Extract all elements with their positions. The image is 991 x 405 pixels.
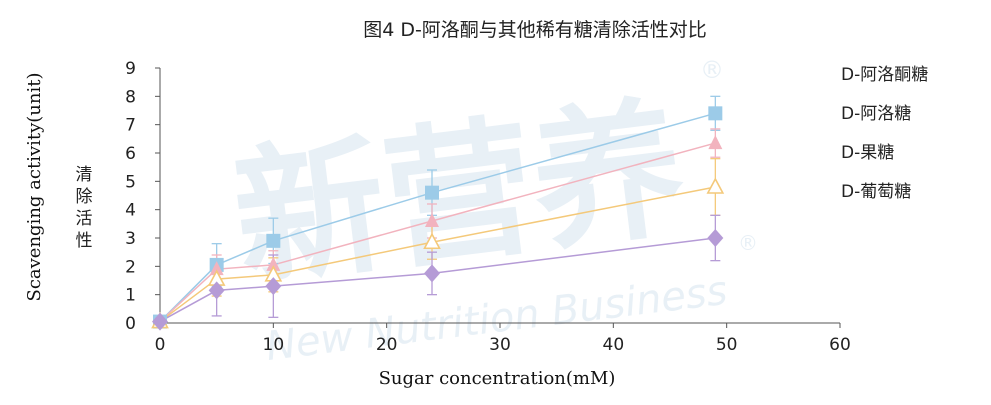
y-tick-label: 6 xyxy=(125,144,136,164)
x-tick-label: 40 xyxy=(603,335,625,355)
x-tick-label: 50 xyxy=(716,335,738,355)
y-tick-label: 2 xyxy=(125,257,136,277)
data-point xyxy=(209,261,224,276)
legend-entry: D-阿洛酮糖 xyxy=(841,65,928,85)
data-point xyxy=(708,106,723,121)
y-axis-chinese-char: 活 xyxy=(76,209,93,229)
x-tick-label: 30 xyxy=(489,335,511,355)
data-point xyxy=(423,232,441,250)
y-tick-label: 8 xyxy=(125,87,136,107)
chart-title: 图4 D-阿洛酮与其他稀有糖清除活性对比 xyxy=(363,19,707,41)
y-tick-label: 9 xyxy=(125,59,136,79)
data-point xyxy=(266,256,281,271)
data-point xyxy=(265,277,282,296)
legend-entry: D-果糖 xyxy=(841,143,894,163)
y-axis-chinese-char: 除 xyxy=(76,187,93,207)
y-tick-label: 0 xyxy=(125,314,136,334)
watermark-main: 新营养 xyxy=(225,81,693,309)
x-tick-label: 60 xyxy=(829,335,851,355)
y-tick-label: 4 xyxy=(125,201,136,221)
data-point xyxy=(208,281,225,300)
data-point xyxy=(266,233,281,248)
legend-entry: D-阿洛糖 xyxy=(841,104,911,124)
legend: D-阿洛酮糖 D-阿洛糖 D-果糖 D-葡萄糖 xyxy=(841,65,928,202)
data-point xyxy=(708,135,723,150)
watermark-mark-2: ® xyxy=(738,231,758,255)
watermark-mark-1: ® xyxy=(700,56,724,84)
data-point xyxy=(707,229,724,247)
data-point xyxy=(425,185,439,200)
x-axis-title: Sugar concentration(mM) xyxy=(379,368,616,389)
x-tick-label: 0 xyxy=(155,335,166,355)
data-point xyxy=(152,312,168,331)
data-point xyxy=(706,177,725,194)
y-tick-label: 3 xyxy=(125,229,136,249)
data-point xyxy=(424,264,440,283)
watermark: 新营养 New Nutrition Business ® ® xyxy=(225,56,758,370)
legend-entry: D-葡萄糖 xyxy=(841,182,911,202)
y-tick-label: 5 xyxy=(125,172,136,192)
x-tick-label: 20 xyxy=(376,335,398,355)
data-markers xyxy=(151,106,725,331)
x-tick-label: 10 xyxy=(263,335,285,355)
y-tick-label: 1 xyxy=(125,286,136,306)
y-tick-label: 7 xyxy=(125,116,136,136)
data-point xyxy=(425,213,439,227)
y-axis-title: Scavenging activity(unit) xyxy=(24,72,45,301)
tick-labels: 0 10 20 30 40 50 60 0 1 2 3 4 5 6 7 8 9 xyxy=(125,59,851,355)
y-axis-chinese-char: 清 xyxy=(76,165,93,185)
y-axis-chinese-label: 清除活性 xyxy=(76,165,93,251)
y-axis-chinese-char: 性 xyxy=(76,231,93,251)
